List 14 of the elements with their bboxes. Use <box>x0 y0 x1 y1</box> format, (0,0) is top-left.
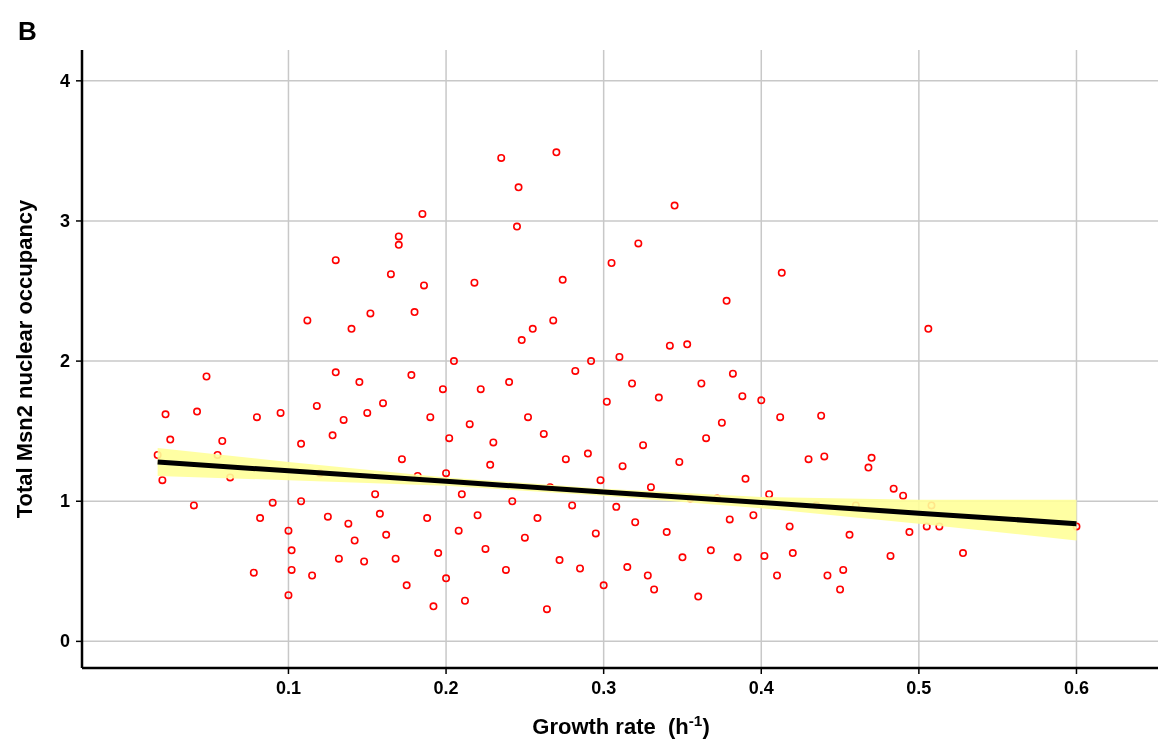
y-tick-label: 3 <box>59 210 70 231</box>
y-axis-title: Total Msn2 nuclear occupancy <box>12 198 37 519</box>
x-tick-label: 0.6 <box>1063 678 1089 698</box>
x-tick-label: 0.1 <box>275 678 301 698</box>
y-tick-label: 1 <box>59 491 70 512</box>
x-tick-label: 0.2 <box>433 678 459 698</box>
x-tick-label: 0.4 <box>748 678 774 698</box>
y-tick-label: 2 <box>59 351 70 372</box>
chart-title: B <box>18 16 37 46</box>
x-tick-label: 0.5 <box>906 678 932 698</box>
y-tick-label: 4 <box>59 70 70 91</box>
x-tick-label: 0.3 <box>591 678 617 698</box>
y-tick-label: 0 <box>59 631 70 652</box>
x-axis-title: Growth rate (h$^{-1}$) <box>532 711 710 739</box>
